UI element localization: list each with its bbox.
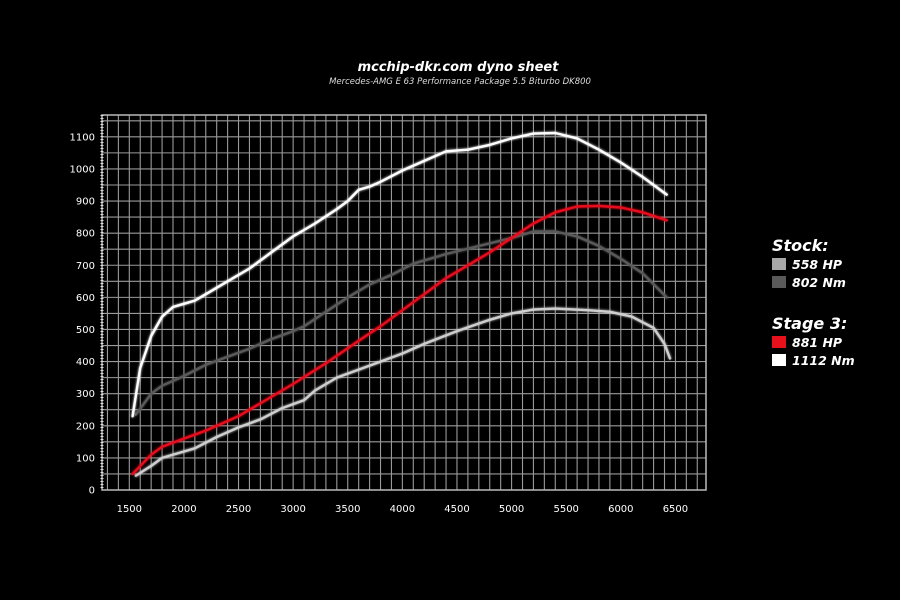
y-tick-label: 400	[76, 357, 95, 368]
legend-stock: Stock: 558 HP 802 Nm	[772, 236, 846, 291]
x-tick-label: 2000	[171, 504, 196, 515]
y-tick-label: 600	[76, 293, 95, 304]
y-tick-label: 1100	[70, 132, 95, 143]
legend-stage3-heading: Stage 3:	[772, 314, 848, 333]
y-tick-label: 300	[76, 389, 95, 400]
y-tick-label: 900	[76, 197, 95, 208]
legend-stock-nm: 802 Nm	[792, 274, 846, 290]
legend-stock-heading: Stock:	[772, 236, 829, 255]
legend-stock-hp: 558 HP	[792, 256, 843, 272]
series-line-stage-3-torque	[131, 131, 668, 418]
legend-stage3-nm: 1112 Nm	[792, 352, 855, 368]
chart-subtitle: Mercedes-AMG E 63 Performance Package 5.…	[329, 77, 591, 87]
x-tick-label: 3500	[335, 504, 360, 515]
plot-frame	[101, 114, 707, 491]
legend-swatch-stock-nm	[772, 276, 786, 288]
legend-swatch-stage3-hp	[772, 336, 786, 348]
y-tick-label: 700	[76, 261, 95, 272]
y-tick-label: 500	[76, 325, 95, 336]
y-tick-label: 1000	[70, 164, 95, 175]
x-tick-label: 4500	[444, 504, 469, 515]
legend-stage3: Stage 3: 881 HP 1112 Nm	[772, 314, 855, 369]
x-tick-label: 4000	[390, 504, 415, 515]
series-line-stock-power	[134, 307, 672, 477]
y-tick-label: 100	[76, 453, 95, 464]
x-tick-label: 5000	[499, 504, 524, 515]
y-tick-label: 200	[76, 421, 95, 432]
legend-swatch-stage3-nm	[772, 354, 786, 366]
chart-title: mcchip-dkr.com dyno sheet	[357, 60, 559, 75]
y-tick-label: 800	[76, 229, 95, 240]
series-line-stage-3-power	[131, 204, 668, 476]
series-line-stock-torque	[134, 230, 668, 416]
y-tick-label: 0	[89, 486, 95, 497]
x-tick-label: 5500	[553, 504, 578, 515]
x-tick-label: 2500	[226, 504, 251, 515]
x-tick-label: 6500	[663, 504, 688, 515]
legend-stage3-hp: 881 HP	[792, 334, 843, 350]
x-tick-label: 6000	[608, 504, 633, 515]
x-tick-label: 3000	[280, 504, 305, 515]
x-tick-label: 1500	[117, 504, 142, 515]
legend-swatch-stock-hp	[772, 258, 786, 270]
